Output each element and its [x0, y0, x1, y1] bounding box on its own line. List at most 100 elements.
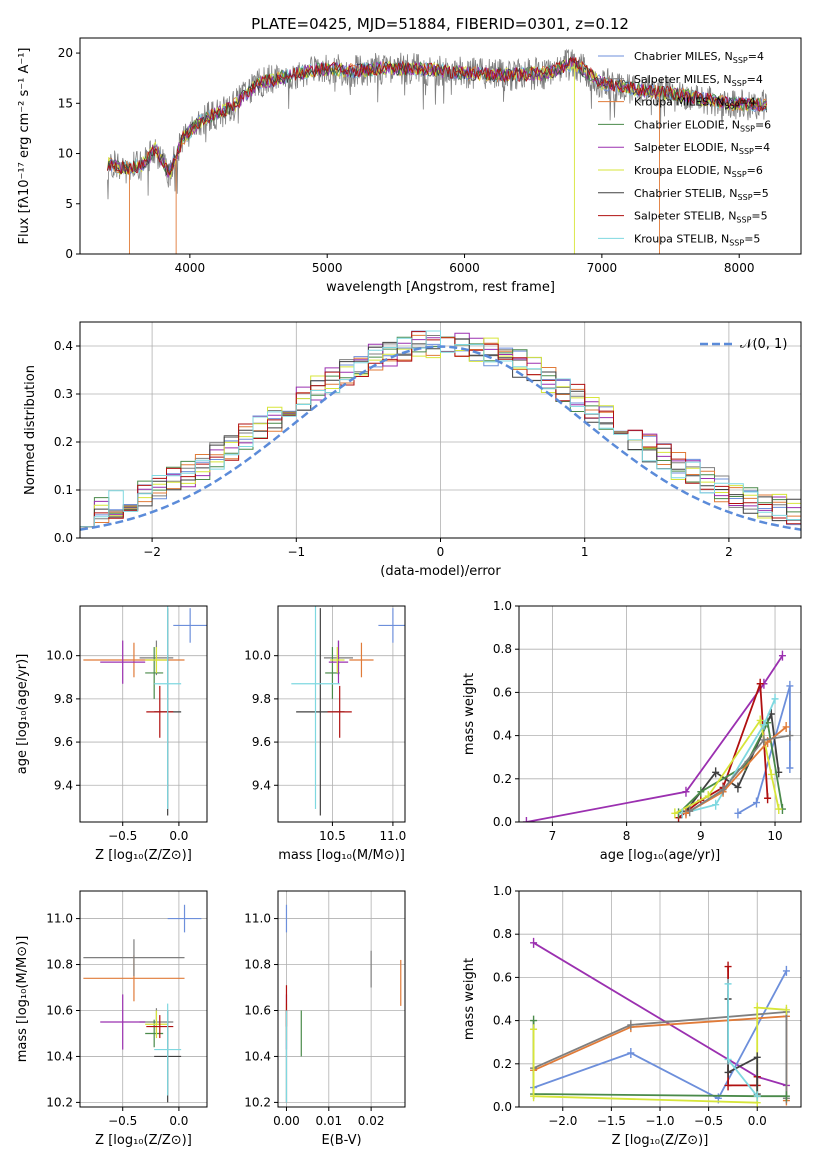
weight-line-kroupa-stelib [682, 698, 776, 815]
x-tick-label: 10.5 [319, 829, 346, 843]
weight-marker [771, 693, 779, 704]
weight-marker [760, 734, 768, 745]
weight-marker [719, 784, 727, 795]
y-tick-label: 0.0 [493, 815, 512, 829]
y-tick-label: 10 [58, 147, 73, 161]
plot-area [522, 650, 794, 822]
weight-marker [682, 786, 690, 797]
legend-count: =6 [755, 118, 771, 131]
weight-marker [782, 721, 790, 732]
weight-line-chabrier-stelib [727, 999, 759, 1094]
y-tick-label: 5 [65, 197, 73, 211]
x-axis-label: Z [log₁₀(Z/Z⊙)] [95, 1133, 192, 1148]
x-axis-label: age [log₁₀(age/yr)] [600, 848, 721, 863]
panel-weight-vs-age: 7 8 9 10 0.0 0.2 0.4 0.6 0.8 1.0 age [log₁₀(age/yr… [462, 599, 802, 863]
normal-curve [80, 345, 801, 531]
errorbar-point-salpeter-miles [83, 939, 185, 977]
x-tick-label: 10 [767, 829, 782, 843]
y-axis-label: mass weight [462, 673, 477, 755]
weight-marker [530, 937, 538, 948]
y-tick-label: 0.6 [493, 685, 512, 699]
plot-area [285, 904, 402, 1103]
weight-marker [782, 965, 790, 976]
errorbar-point-kroupa-elodie [145, 1010, 168, 1039]
y-tick-label: 20 [58, 46, 73, 60]
errorbar-point-chabrier-miles [173, 608, 207, 643]
y-tick-label: 0.4 [493, 1014, 512, 1028]
legend: Chabrier MILES, NSSP=4 Salpeter MILES, NS… [598, 50, 771, 247]
panel-age-vs-Z: −0.5 0.0 9.4 9.6 9.8 10.0 Z [log₁₀(Z/Z⊙)] age [… [15, 605, 208, 863]
spectrum-edge [567, 63, 575, 254]
panel-spectrum: 4000 5000 6000 7000 8000 0 5 10 15 20 wavelength [… [17, 37, 802, 295]
legend-label-salpeter-elodie: Salpeter ELODIE, NSSP=4 [634, 141, 770, 156]
y-tick-label: 0.2 [493, 1057, 512, 1071]
x-tick-label: −1.5 [597, 1114, 626, 1128]
weight-marker [767, 769, 775, 780]
weight-marker [697, 786, 705, 797]
panel-age-vs-mass: 10.5 11.0 9.4 9.6 9.8 10.0 mass [log₁₀(M/M⊙)] [244, 605, 406, 863]
y-tick-label: 9.6 [252, 735, 271, 749]
y-tick-label: 11.0 [46, 912, 73, 926]
errorbar-point-kroupa-elodie [330, 647, 345, 673]
y-tick-label: 10.0 [46, 649, 73, 663]
x-tick-label: 0.02 [358, 1114, 385, 1128]
legend-subscript: SSP [740, 124, 755, 133]
y-axis-label: age [log₁₀(age/yr)] [15, 654, 30, 775]
x-axis-label: E(B-V) [321, 1133, 361, 1148]
weight-marker [786, 680, 794, 691]
y-axis-label: Flux [fλ10⁻¹⁷ erg cm⁻² s⁻¹ A⁻¹] [17, 48, 32, 245]
errorbar-point-chabrier-miles [167, 904, 202, 933]
y-tick-label: 11.0 [244, 912, 271, 926]
errorbar-point-salpeter-stelib [146, 1015, 174, 1039]
spectrum-edge [651, 92, 660, 254]
y-tick-label: 0 [65, 247, 73, 261]
weight-marker [786, 763, 794, 773]
y-tick-label: 0.8 [493, 927, 512, 941]
x-tick-label: −1.0 [645, 1114, 674, 1128]
errorbar-point-chabrier-miles [378, 608, 405, 643]
plot-area [83, 904, 202, 1103]
y-tick-label: 1.0 [493, 884, 512, 898]
x-axis-label: (data-model)/error [380, 564, 501, 579]
x-axis-label: wavelength [Angstrom, rest frame] [326, 280, 555, 295]
errorbar-point-salpeter-elodie [100, 640, 146, 684]
errorbar-point-kroupa-miles [349, 642, 374, 678]
x-tick-label: 5000 [312, 261, 343, 275]
plot-area [80, 330, 801, 531]
y-axis-label: Normed distribution [23, 365, 38, 495]
y-tick-label: 0.4 [493, 729, 512, 743]
x-tick-label: 0 [437, 545, 445, 559]
weight-marker [775, 804, 783, 815]
axes-frame [277, 605, 406, 823]
weight-marker [753, 1091, 761, 1102]
y-tick-label: 9.6 [54, 735, 73, 749]
plot-area [83, 606, 207, 816]
weight-marker [753, 1052, 761, 1063]
errorbar-point-kroupa-elodie [145, 647, 168, 673]
errorbar-point-salpeter-elodie [328, 640, 349, 684]
y-tick-label: 0.3 [54, 387, 73, 401]
weight-marker [712, 767, 720, 778]
weight-marker [778, 650, 786, 661]
weight-line-chabrier-miles [737, 685, 791, 815]
x-tick-label: 0.0 [748, 1114, 767, 1128]
x-tick-label: 1 [581, 545, 589, 559]
legend-subscript: SSP [739, 147, 754, 156]
y-tick-label: 9.4 [252, 778, 271, 792]
plot-area [291, 606, 405, 816]
legend-label-salpeter-stelib: Salpeter STELIB, NSSP=5 [634, 210, 768, 225]
weight-marker [724, 978, 732, 989]
y-tick-label: 0.2 [493, 772, 512, 786]
weight-marker [530, 1024, 538, 1035]
legend-label-salpeter-miles: Salpeter MILES, NSSP=4 [634, 73, 763, 88]
y-tick-label: 15 [58, 96, 73, 110]
x-tick-label: 2 [725, 545, 733, 559]
y-tick-label: 0.0 [493, 1100, 512, 1114]
weight-marker [752, 797, 760, 808]
errorbar-point-kroupa-stelib [291, 606, 340, 810]
x-tick-label: −0.5 [108, 829, 137, 843]
errorbar-point-kroupa-stelib [154, 606, 182, 810]
legend-subscript: SSP [732, 79, 747, 88]
weight-marker [682, 808, 690, 819]
axes-frame [518, 605, 802, 823]
